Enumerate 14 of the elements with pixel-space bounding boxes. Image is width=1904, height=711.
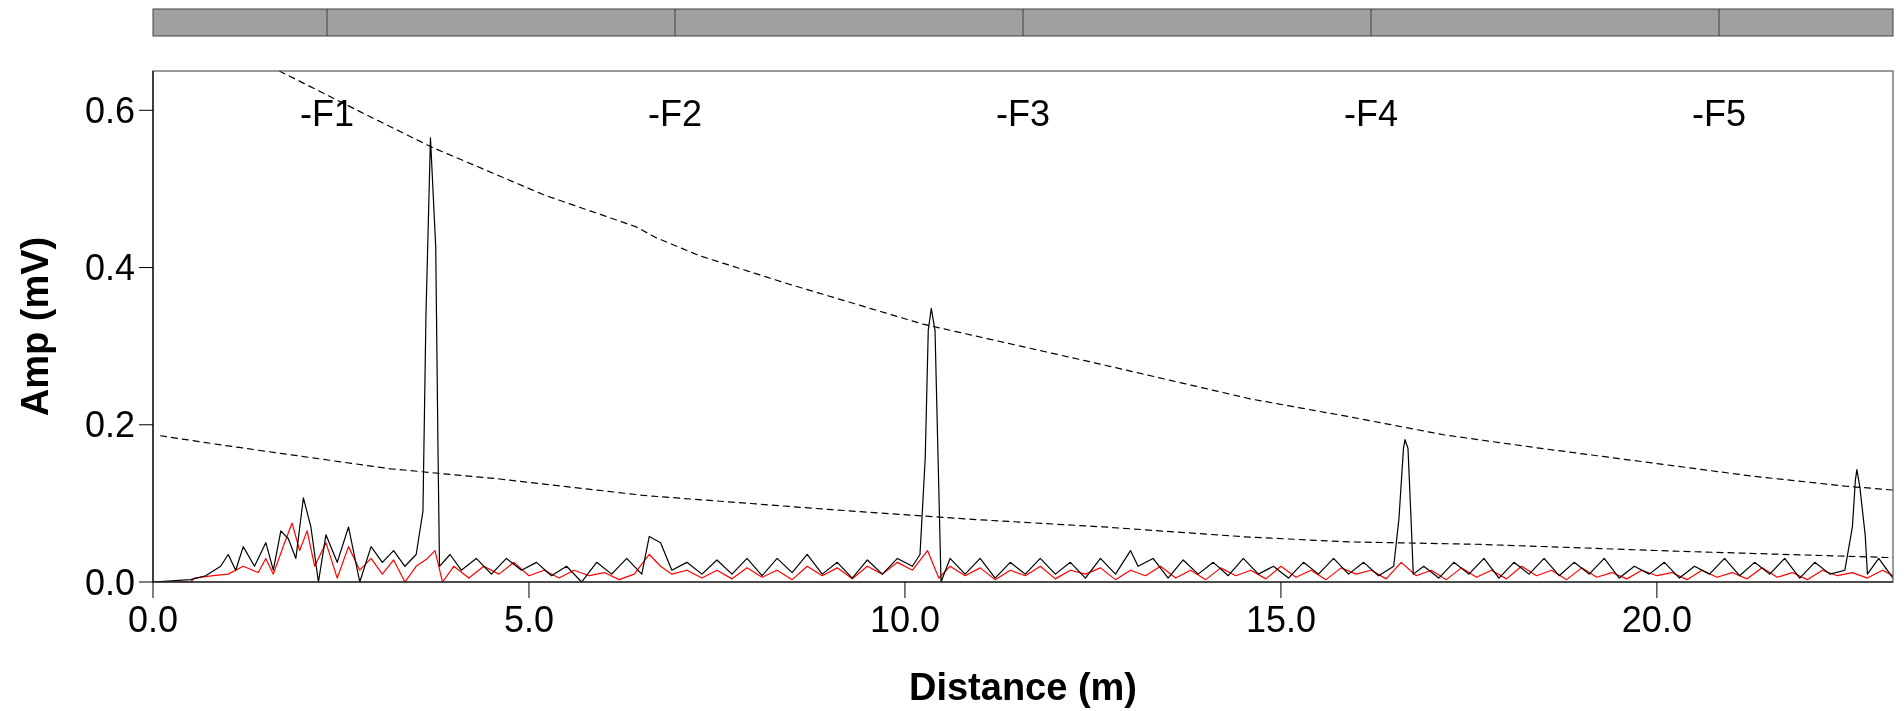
x-axis-title: Distance (m) <box>908 666 1138 708</box>
x-tick-label: 20.0 <box>1621 599 1692 640</box>
annotation: -F4 <box>1344 92 1398 134</box>
x-tick-label: 5.0 <box>503 599 554 640</box>
y-tick-label: 0.2 <box>84 404 135 446</box>
annotation: -F1 <box>300 92 354 134</box>
x-tick-label: 10.0 <box>869 599 940 640</box>
annotation: -F2 <box>648 92 702 134</box>
x-tick-label: 15.0 <box>1245 599 1316 640</box>
annotation: -F3 <box>996 92 1050 134</box>
y-tick-label: 0.6 <box>84 89 135 131</box>
y-tick-label: 0.4 <box>84 247 135 289</box>
y-axis-title: Amp (mV) <box>14 236 56 417</box>
annotation: -F5 <box>1692 92 1746 134</box>
